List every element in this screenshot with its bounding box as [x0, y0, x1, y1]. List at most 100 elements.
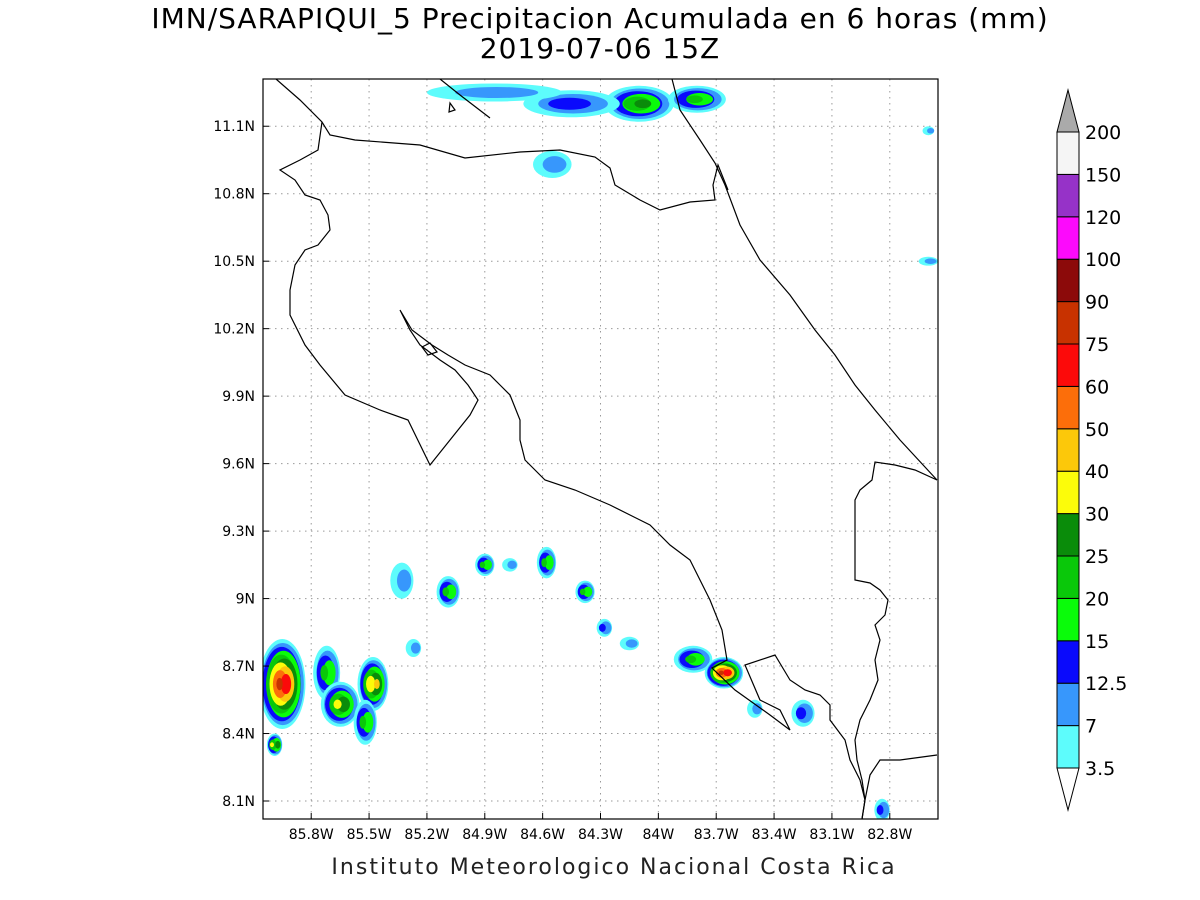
colorbar-label: 150: [1085, 164, 1121, 186]
precip-contour: [752, 703, 762, 715]
map-subtitle-datetime: 2019-07-06 15Z: [479, 32, 721, 65]
precip-cell: [357, 657, 389, 712]
lon-tick-label: 85.8W: [289, 827, 334, 843]
precip-contour: [723, 669, 732, 677]
lat-tick-label: 8.1N: [222, 794, 255, 810]
precip-cell: [502, 558, 518, 572]
precip-cell: [673, 645, 713, 673]
precip-contour: [333, 699, 342, 710]
precip-contour: [795, 707, 807, 720]
precip-contour: [685, 655, 697, 664]
colorbar-swatch: [1056, 682, 1080, 727]
precip-contour: [544, 555, 554, 570]
colorbar-label: 40: [1085, 461, 1109, 483]
precip-contour: [366, 675, 376, 693]
precip-cell: [596, 618, 613, 637]
precip-cell: [475, 553, 495, 577]
credit-text: Instituto Meteorologico Nacional Costa R…: [331, 855, 897, 880]
precip-contour: [686, 95, 703, 104]
colorbar-swatch: [1056, 343, 1080, 387]
lat-tick-label: 9.3N: [222, 524, 255, 540]
colorbar-label: 25: [1085, 546, 1109, 568]
precip-cell: [747, 699, 763, 718]
precip-contour: [927, 127, 935, 134]
lon-tick-label: 85.5W: [347, 827, 392, 843]
border-costa-rica-panama: [854, 461, 938, 801]
precip-contour: [583, 586, 593, 598]
colorbar-label: 50: [1085, 419, 1109, 441]
coastline-caribbean: [671, 79, 938, 481]
colorbar-over-arrow: [1056, 88, 1080, 133]
colorbar-label: 75: [1085, 334, 1109, 356]
colorbar-label: 7: [1085, 716, 1097, 738]
coastline-nicoya-island: [421, 342, 438, 356]
colorbar-label: 100: [1085, 249, 1121, 271]
colorbar-label: 120: [1085, 207, 1121, 229]
coastline-guanacaste: [278, 121, 866, 819]
lat-tick-label: 8.7N: [222, 659, 255, 675]
precip-cell: [426, 83, 562, 102]
precip-cell: [704, 657, 744, 689]
precip-cell: [320, 681, 360, 727]
precip-cell: [619, 636, 640, 651]
precip-cell: [922, 126, 935, 136]
lon-tick-label: 84.9W: [462, 827, 507, 843]
colorbar-under-arrow: [1056, 767, 1080, 812]
colorbar-swatch: [1056, 385, 1080, 430]
colorbar-swatch: [1056, 470, 1080, 515]
precip-cell: [390, 562, 414, 599]
precip-cell: [436, 576, 460, 608]
precip-cell: [266, 733, 283, 757]
precipitation-field: [263, 83, 938, 819]
precip-contour: [625, 639, 638, 648]
colorbar-label: 15: [1085, 631, 1109, 653]
precip-cell: [791, 699, 815, 727]
precip-cell: [536, 546, 557, 579]
precip-contour: [362, 711, 374, 733]
precip-cell: [668, 85, 726, 113]
colorbar-label: 3.5: [1085, 758, 1115, 780]
coastline-lake-nicaragua-edge: [439, 79, 491, 119]
precip-contour: [445, 584, 457, 600]
coastline-panama-pacific: [861, 754, 938, 819]
precip-contour: [410, 642, 421, 654]
colorbar-swatch: [1056, 173, 1080, 218]
precip-contour: [442, 587, 450, 597]
lat-tick-label: 8.4N: [222, 727, 255, 743]
colorbar-swatch: [1056, 513, 1080, 557]
precip-contour: [336, 696, 350, 712]
lon-tick-label: 83.7W: [694, 827, 739, 843]
precip-contour: [479, 561, 486, 569]
lat-tick-label: 9.9N: [222, 389, 255, 405]
lat-tick-label: 10.5N: [213, 254, 255, 270]
coastline-nicaragua-costa-rica: [275, 79, 729, 211]
lat-tick-label: 9.6N: [222, 457, 255, 473]
colorbar-swatch: [1056, 301, 1080, 345]
colorbar-swatch: [1056, 597, 1080, 642]
precip-cell: [353, 699, 377, 745]
precip-contour: [276, 677, 283, 691]
colorbar-swatch: [1056, 640, 1080, 684]
precip-contour: [280, 673, 292, 695]
precip-cell: [604, 85, 674, 122]
lon-tick-label: 82.8W: [867, 827, 912, 843]
precip-cell: [405, 639, 422, 658]
precip-contour: [275, 740, 281, 749]
map-gridlines: [263, 79, 938, 819]
lon-tick-label: 83.1W: [809, 827, 854, 843]
precip-contour: [270, 742, 274, 748]
colorbar-swatch: [1056, 216, 1080, 260]
precip-cell: [575, 580, 595, 604]
lon-tick-label: 84W: [643, 827, 675, 843]
coastline-borders: [275, 79, 938, 819]
precip-contour: [924, 258, 937, 264]
colorbar-swatch: [1056, 725, 1080, 769]
colorbar-swatch: [1056, 428, 1080, 472]
precip-contour: [455, 86, 539, 99]
map-axes: 85.8W 85.5W 85.2W 84.9W 84.6W 84.3W 84W 83.7W 83…: [213, 119, 912, 843]
precip-contour: [718, 670, 724, 675]
precip-contour: [876, 805, 884, 816]
colorbar-label: 30: [1085, 504, 1109, 526]
colorbar-label: 90: [1085, 292, 1109, 314]
